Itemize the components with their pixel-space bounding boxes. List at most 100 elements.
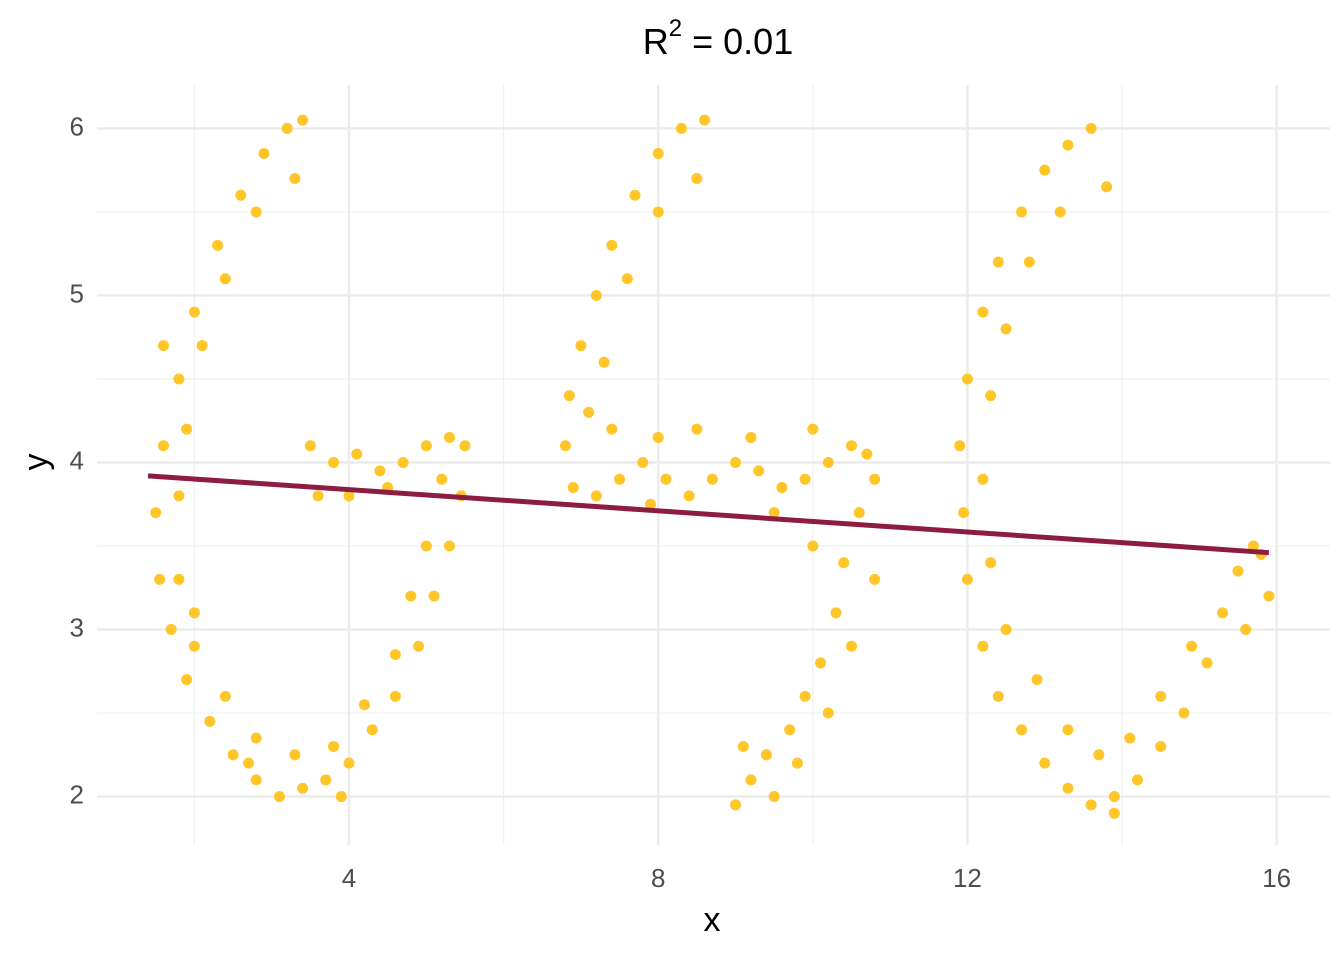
point	[304, 440, 316, 452]
point	[219, 273, 231, 285]
point	[444, 431, 456, 443]
point	[188, 306, 200, 318]
point	[181, 674, 193, 686]
point	[250, 206, 262, 218]
point	[830, 607, 842, 619]
point	[590, 289, 602, 301]
point	[1062, 782, 1074, 794]
point	[583, 406, 595, 418]
point	[428, 590, 440, 602]
point	[629, 189, 641, 201]
point	[219, 690, 231, 702]
point	[869, 473, 881, 485]
point	[1247, 540, 1259, 552]
point	[444, 540, 456, 552]
point	[575, 340, 587, 352]
point	[281, 122, 293, 134]
point	[1108, 791, 1120, 803]
point	[977, 306, 989, 318]
point	[563, 390, 575, 402]
point	[691, 423, 703, 435]
point	[598, 356, 610, 368]
y-tick-label: 3	[70, 612, 84, 642]
point	[436, 473, 448, 485]
point	[204, 715, 216, 727]
y-tick-label: 5	[70, 278, 84, 308]
point	[328, 740, 340, 752]
point	[1240, 624, 1252, 636]
point	[1155, 690, 1167, 702]
point	[405, 590, 417, 602]
point	[815, 657, 827, 669]
point	[954, 440, 966, 452]
point	[1016, 724, 1028, 736]
point	[343, 490, 355, 502]
point	[312, 490, 324, 502]
point	[188, 607, 200, 619]
y-tick-label: 6	[70, 111, 84, 141]
point	[977, 640, 989, 652]
point	[706, 473, 718, 485]
point	[807, 540, 819, 552]
y-axis-label: y	[17, 454, 55, 471]
point	[328, 456, 340, 468]
point	[614, 473, 626, 485]
point	[791, 757, 803, 769]
point	[173, 573, 185, 585]
point	[165, 624, 177, 636]
point	[590, 490, 602, 502]
point	[799, 473, 811, 485]
point	[1178, 707, 1190, 719]
point	[297, 782, 309, 794]
point	[961, 373, 973, 385]
point	[675, 122, 687, 134]
point	[652, 431, 664, 443]
point	[1062, 139, 1074, 151]
chart-title: R2 = 0.01	[643, 15, 793, 61]
point	[768, 791, 780, 803]
point	[745, 431, 757, 443]
point	[389, 649, 401, 661]
y-tick-label: 2	[70, 779, 84, 809]
point	[845, 640, 857, 652]
point	[212, 239, 224, 251]
point	[289, 749, 301, 761]
point	[181, 423, 193, 435]
point	[567, 482, 579, 494]
y-tick-label: 4	[70, 445, 84, 475]
point	[374, 465, 386, 477]
point	[1093, 749, 1105, 761]
point	[760, 749, 772, 761]
point	[297, 114, 309, 126]
point	[853, 507, 865, 519]
point	[776, 482, 788, 494]
point	[389, 690, 401, 702]
point	[343, 757, 355, 769]
point	[1108, 807, 1120, 819]
x-tick-label: 12	[953, 863, 982, 893]
point	[154, 573, 166, 585]
regression-line	[147, 473, 1270, 556]
point	[150, 507, 162, 519]
point	[1232, 565, 1244, 577]
point	[985, 557, 997, 569]
point	[652, 206, 664, 218]
point	[606, 423, 618, 435]
point	[1054, 206, 1066, 218]
point	[845, 440, 857, 452]
point	[1263, 590, 1275, 602]
point	[173, 490, 185, 502]
point	[1039, 757, 1051, 769]
point	[699, 114, 711, 126]
point	[320, 774, 332, 786]
point	[985, 390, 997, 402]
point	[459, 440, 471, 452]
point	[822, 707, 834, 719]
point	[745, 774, 757, 786]
point	[1085, 799, 1097, 811]
point	[660, 473, 672, 485]
point	[992, 256, 1004, 268]
point	[250, 732, 262, 744]
point	[799, 690, 811, 702]
